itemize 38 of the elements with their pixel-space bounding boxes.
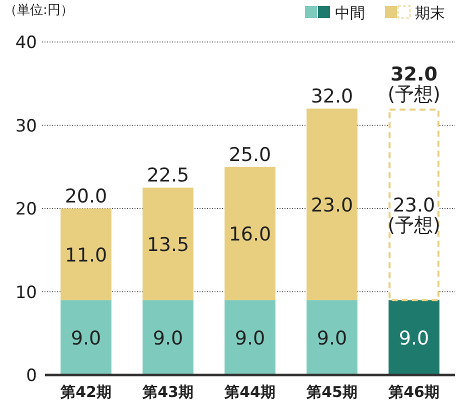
- total-label: 22.5: [146, 164, 190, 187]
- data-label: 23.0: [310, 194, 354, 216]
- bar: [224, 166, 276, 300]
- legend-label: 期末: [415, 4, 445, 22]
- data-label: 9.0: [152, 328, 184, 350]
- bar: [60, 208, 112, 300]
- data-label: 13.5: [146, 234, 190, 256]
- x-tick-label: 第46期: [388, 383, 440, 401]
- data-label: 9.0: [70, 328, 102, 350]
- bar: [142, 300, 194, 375]
- data-label: 16.0: [228, 223, 272, 246]
- bar: [388, 300, 440, 375]
- bar: [224, 300, 276, 375]
- y-tick-label: 0: [26, 366, 37, 386]
- bar: [388, 108, 440, 302]
- x-tick-label: 第44期: [224, 383, 276, 401]
- data-label: 9.0: [398, 328, 430, 350]
- bar: [60, 300, 112, 375]
- y-tick-label: 40: [15, 33, 37, 53]
- total-label: 20.0: [64, 186, 108, 208]
- data-label: 9.0: [234, 328, 266, 350]
- data-label: 9.0: [316, 328, 348, 350]
- y-tick-label: 30: [15, 116, 37, 136]
- total-label: 25.0: [228, 144, 272, 166]
- y-tick-label: 20: [15, 200, 37, 220]
- total-label: 32.0: [310, 86, 354, 108]
- legend-label: 中間: [335, 4, 365, 22]
- x-tick-label: 第45期: [306, 383, 358, 401]
- bar: [306, 108, 358, 300]
- total-label: 32.0 (予想): [388, 64, 440, 106]
- bar: [306, 300, 358, 375]
- data-label: 11.0: [64, 244, 108, 266]
- data-label: 23.0 (予想): [388, 194, 440, 236]
- x-tick-label: 第42期: [60, 383, 112, 401]
- y-axis-title: （単位:円）: [4, 3, 74, 18]
- y-tick-label: 10: [15, 282, 37, 303]
- x-tick-label: 第43期: [142, 383, 194, 401]
- bar: [142, 188, 194, 300]
